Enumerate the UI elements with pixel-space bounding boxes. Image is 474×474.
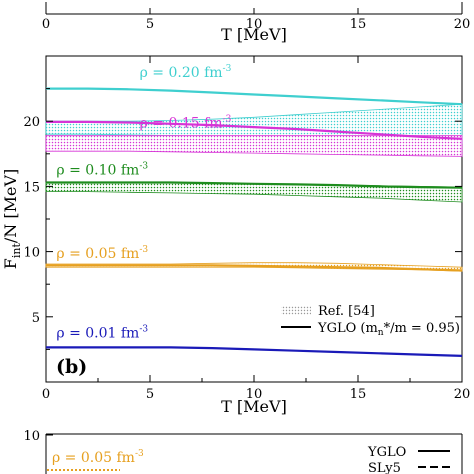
density-label: ρ = 0.10 fm-3 bbox=[56, 162, 148, 179]
bottom-panel-density-label: ρ = 0.05 fm-3 bbox=[52, 449, 144, 466]
line--0-15-fm-3 bbox=[46, 120, 463, 140]
x-tick-label: 10 bbox=[246, 387, 263, 402]
x-tick-label: 5 bbox=[146, 387, 154, 402]
line--0-20-fm-3 bbox=[46, 87, 463, 106]
density-label: ρ = 0.20 fm-3 bbox=[140, 64, 232, 81]
x-tick-label: 15 bbox=[350, 387, 367, 402]
panel-label: (b) bbox=[56, 356, 87, 378]
band--0-15-fm-3 bbox=[45, 135, 463, 157]
x-tick-label: 20 bbox=[454, 387, 471, 402]
bottom-panel-y-tick-label: 10 bbox=[23, 429, 40, 444]
bottom-legend-sly5: SLy5 bbox=[368, 461, 401, 474]
density-label: ρ = 0.05 fm-3 bbox=[56, 245, 148, 262]
y-axis-label: Fint/N [MeV] bbox=[1, 169, 23, 270]
bottom-panel-fragment: 10 ρ = 0.05 fm-3 YGLO SLy5 bbox=[23, 429, 463, 474]
line--0-10-fm-3 bbox=[46, 181, 463, 189]
density-label: ρ = 0.15 fm-3 bbox=[140, 115, 232, 132]
band--0-10-fm-3 bbox=[45, 182, 463, 203]
top-panel-x-tick-label: 0 bbox=[42, 17, 50, 32]
x-axis-label: T [MeV] bbox=[221, 397, 287, 416]
legend-label-ref: Ref. [54] bbox=[318, 304, 375, 319]
legend-band-swatch bbox=[281, 306, 311, 315]
y-tick-label: 10 bbox=[23, 246, 40, 261]
y-tick-label: 5 bbox=[32, 311, 40, 326]
top-panel-x-tick-label: 5 bbox=[146, 17, 154, 32]
main-chart-panel: 0 5 10 15 20 5 10 15 20 ρ = 0.20 fm-3 ρ = 0.15 fm… bbox=[1, 55, 471, 416]
top-panel-fragment: 0 5 10 15 20 T [MeV] bbox=[42, 2, 470, 44]
top-panel-x-tick-label: 20 bbox=[454, 17, 471, 32]
top-panel-x-tick-label: 15 bbox=[350, 17, 367, 32]
top-panel-xlabel: T [MeV] bbox=[221, 25, 287, 44]
line--0-05-fm-3 bbox=[46, 264, 463, 272]
y-tick-label: 20 bbox=[23, 115, 40, 130]
density-label: ρ = 0.01 fm-3 bbox=[56, 325, 148, 342]
x-tick-label: 0 bbox=[42, 387, 50, 402]
legend-label-yglo: YGLO (mn*/m = 0.95) bbox=[317, 321, 460, 338]
bottom-legend-yglo: YGLO bbox=[367, 445, 406, 460]
top-panel-x-tick-label: 10 bbox=[246, 17, 263, 32]
line--0-01-fm-3 bbox=[46, 346, 463, 357]
y-tick-label: 15 bbox=[23, 180, 40, 195]
legend: Ref. [54] YGLO (mn*/m = 0.95) bbox=[281, 304, 460, 338]
